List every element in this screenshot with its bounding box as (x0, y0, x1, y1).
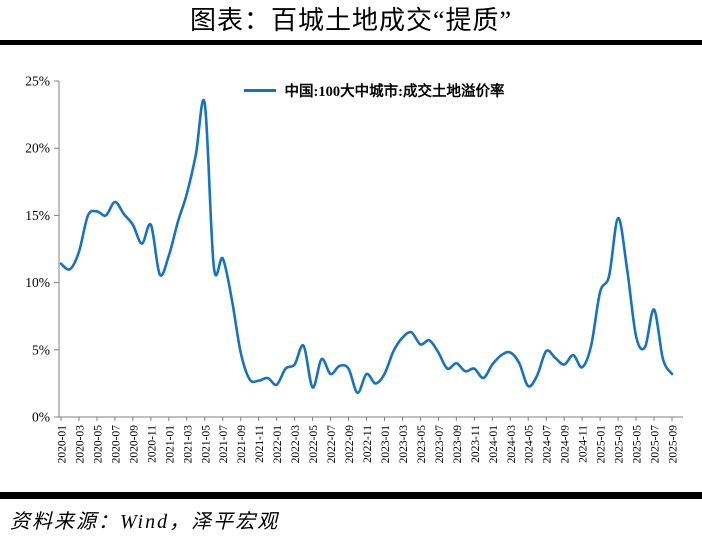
x-tick-label: 2020-01 (57, 425, 69, 464)
x-tick-label: 2024-01 (488, 425, 500, 464)
x-tick-label: 2023-07 (434, 425, 446, 464)
y-tick-label: 20% (25, 141, 50, 156)
y-tick-label: 25% (25, 74, 50, 89)
x-tick-label: 2020-11 (146, 425, 158, 463)
legend-series-label: 中国:100大中城市:成交土地溢价率 (284, 83, 505, 100)
footer-divider-rule (0, 492, 702, 499)
x-tick-label: 2024-03 (506, 425, 518, 464)
x-tick-label: 2023-03 (398, 425, 410, 464)
legend-line-swatch-icon (243, 88, 276, 92)
x-tick-label: 2024-05 (524, 425, 536, 464)
x-tick-label: 2023-11 (470, 425, 482, 463)
x-tick-label: 2021-07 (218, 425, 230, 464)
x-tick-label: 2025-07 (650, 425, 662, 464)
page-title: 图表：百城土地成交“提质” (189, 6, 513, 35)
x-tick-label: 2021-05 (200, 425, 212, 464)
x-tick-label: 2020-03 (74, 425, 86, 464)
x-tick-label: 2025-05 (632, 425, 644, 464)
x-tick-label: 2022-01 (272, 425, 284, 464)
premium-rate-series-line (59, 99, 674, 395)
x-tick-label: 2025-03 (614, 425, 626, 464)
chart-legend: 中国:100大中城市:成交土地溢价率 (23, 81, 702, 100)
x-tick-label: 2022-05 (308, 425, 320, 464)
x-tick-label: 2024-07 (542, 425, 554, 464)
x-tick-label: 2025-09 (668, 425, 680, 464)
x-tick-label: 2023-05 (416, 425, 428, 464)
x-tick-label: 2024-09 (560, 425, 572, 464)
title-divider-rule (0, 40, 702, 45)
x-tick-label: 2022-11 (362, 425, 374, 463)
x-tick-label: 2020-09 (128, 425, 140, 464)
x-tick-label: 2023-09 (452, 425, 464, 464)
y-tick-label: 15% (25, 208, 50, 223)
x-tick-label: 2022-09 (344, 425, 356, 464)
x-tick-label: 2021-11 (254, 425, 266, 463)
x-tick-label: 2020-07 (110, 425, 122, 464)
x-tick-label: 2025-01 (596, 425, 608, 464)
x-tick-label: 2022-07 (326, 425, 338, 464)
x-tick-label: 2023-01 (380, 425, 392, 464)
x-tick-label: 2021-03 (182, 425, 194, 464)
y-tick-label: 10% (25, 275, 50, 290)
x-tick-label: 2021-01 (164, 425, 176, 464)
y-tick-label: 5% (32, 342, 50, 357)
premium-rate-line-chart: 25% 20% 15% 10% 5% 0% 2020-01 2020-03 2020-05 202… (25, 74, 683, 464)
x-tick-label: 2024-11 (578, 425, 590, 463)
y-tick-label: 0% (32, 410, 50, 425)
data-source-note: 资料来源：Wind，泽平宏观 (10, 511, 280, 533)
x-tick-label: 2021-09 (236, 425, 248, 464)
x-tick-label: 2020-05 (92, 425, 104, 464)
x-tick-label: 2022-03 (290, 425, 302, 464)
